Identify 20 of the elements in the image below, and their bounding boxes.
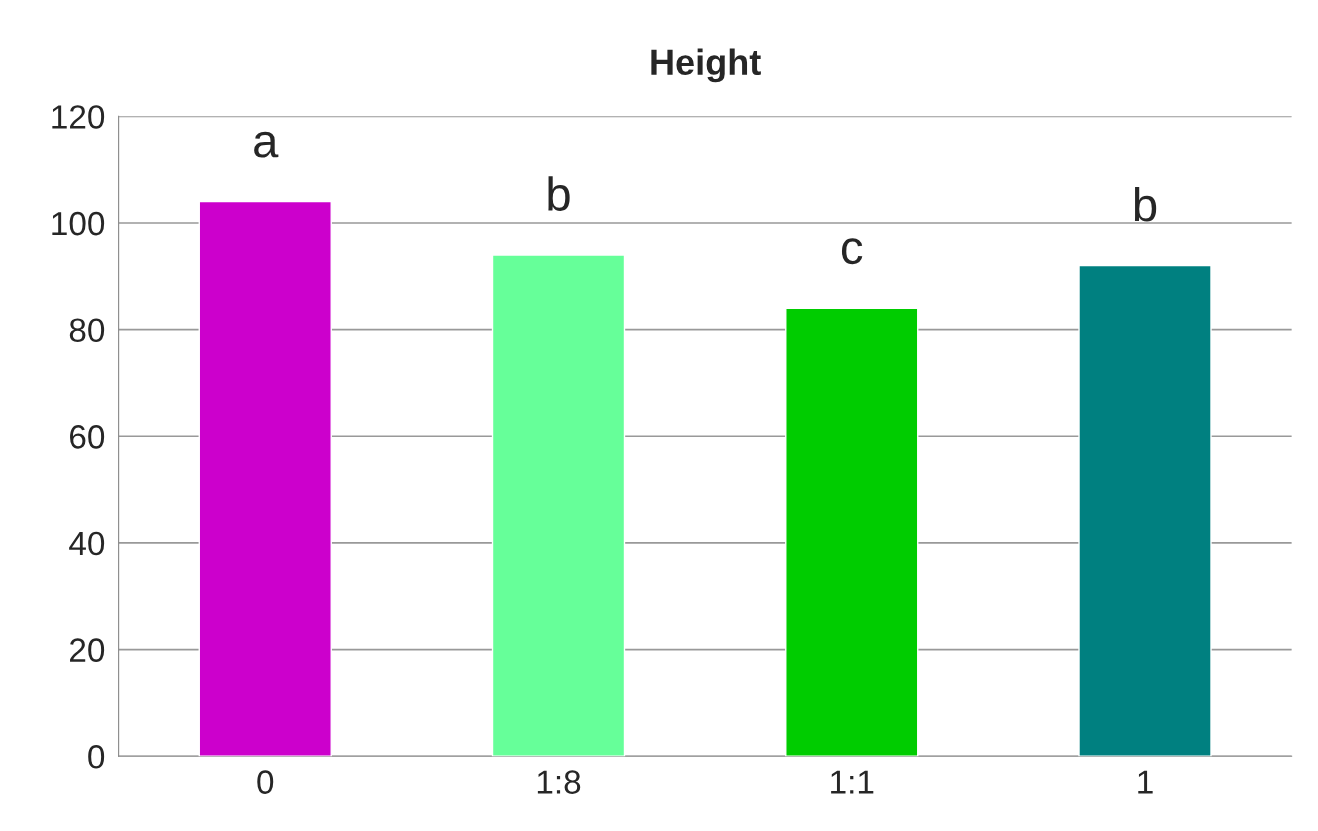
bar bbox=[785, 307, 919, 757]
bar bbox=[491, 254, 626, 757]
y-tick-label: 80 bbox=[69, 318, 105, 343]
annotation: c bbox=[841, 238, 863, 265]
annotation: a bbox=[254, 131, 279, 158]
x-tick-label: 1 bbox=[1138, 770, 1153, 794]
x-tick-label: 0 bbox=[257, 770, 274, 794]
y-tick-label: 20 bbox=[70, 638, 105, 662]
y-tick-label: 120 bbox=[52, 105, 105, 129]
bar bbox=[1078, 264, 1212, 757]
y-tick-label: 0 bbox=[88, 745, 105, 769]
x-tick-label: 1:8 bbox=[537, 770, 581, 794]
annotation: b bbox=[1134, 186, 1157, 222]
y-tick-label: 40 bbox=[69, 531, 105, 556]
x-tick-label: 1:1 bbox=[831, 770, 874, 794]
y-tick-label: 100 bbox=[52, 211, 105, 236]
chart-title: Height bbox=[651, 48, 761, 83]
annotation: b bbox=[548, 176, 570, 211]
bar bbox=[198, 200, 332, 757]
y-tick-label: 60 bbox=[70, 425, 105, 449]
